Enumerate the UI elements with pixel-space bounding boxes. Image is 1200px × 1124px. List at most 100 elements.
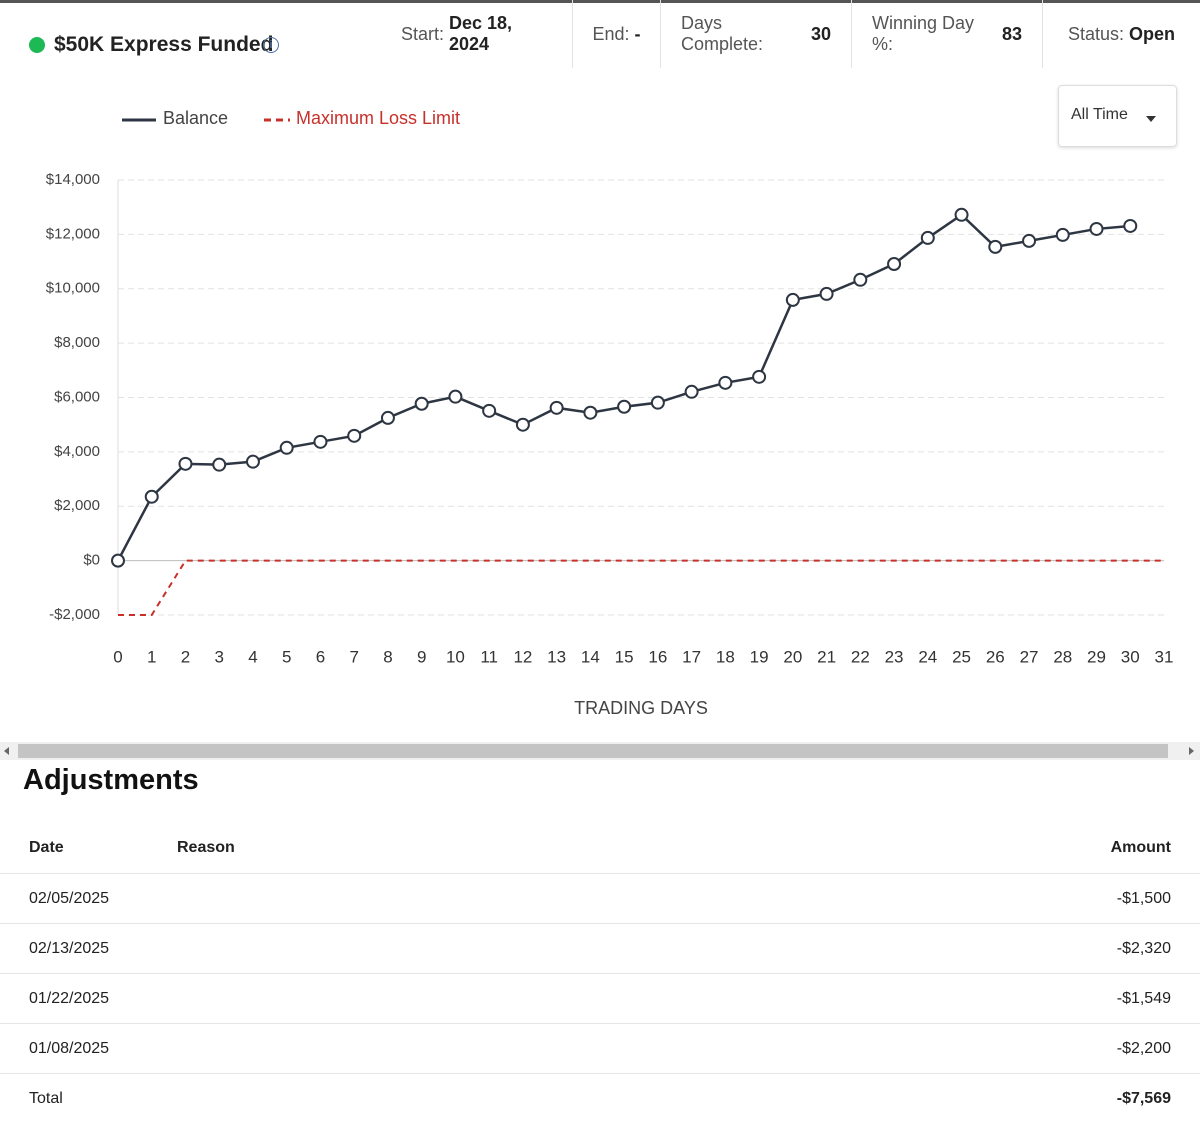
table-row: 01/22/2025 -$1,549	[0, 973, 1200, 1024]
balance-point	[887, 257, 902, 272]
stat-label: Winning Day %:	[872, 13, 975, 54]
x-tick-label: 1	[147, 647, 156, 666]
balance-point	[245, 454, 260, 469]
balance-point	[279, 440, 294, 455]
date-cell: 02/13/2025	[29, 940, 110, 957]
y-tick-label: $2,000	[54, 497, 100, 514]
amount-cell: -$2,200	[1116, 1040, 1171, 1057]
stat-value: Open	[1129, 23, 1176, 44]
x-tick-label: 8	[383, 647, 392, 666]
y-tick-label: $12,000	[46, 225, 100, 242]
stat-value: 83	[1001, 23, 1022, 44]
x-tick-label: 11	[480, 647, 498, 666]
table-row: 02/05/2025 -$1,500	[0, 873, 1200, 924]
balance-point	[1089, 221, 1104, 236]
x-tick-label: 15	[615, 647, 634, 666]
scroll-left[interactable]	[4, 747, 9, 755]
balance-point	[650, 395, 665, 410]
x-tick-label: 18	[716, 647, 735, 666]
balance-point	[414, 396, 429, 411]
x-tick-label: 0	[113, 647, 122, 666]
stat: End: -	[572, 0, 660, 68]
column-header: Date	[29, 839, 64, 856]
top-bar	[0, 0, 1200, 3]
stat-value: 30	[810, 23, 831, 44]
balance-point	[718, 375, 733, 390]
stat-label: Days Complete:	[681, 13, 764, 54]
x-tick-label: 19	[750, 647, 769, 666]
x-tick-label: 14	[581, 647, 600, 666]
x-tick-label: 6	[316, 647, 325, 666]
x-tick-label: 25	[952, 647, 971, 666]
balance-point	[1055, 227, 1070, 242]
range-label: All Time	[1071, 106, 1128, 123]
balance-point	[144, 489, 159, 504]
balance-point	[853, 272, 868, 287]
y-tick-label: $6,000	[54, 388, 100, 405]
info-icon[interactable]: i	[263, 37, 279, 53]
x-tick-label: 17	[682, 647, 701, 666]
date-cell: 01/08/2025	[29, 1040, 110, 1057]
x-tick-label: 4	[248, 647, 257, 666]
adjustments-title: Adjustments	[23, 764, 199, 796]
dropdown-arrow	[1146, 116, 1156, 127]
total-row: Total -$7,569	[0, 1073, 1200, 1124]
date-cell: 02/05/2025	[29, 890, 110, 907]
balance-point	[988, 239, 1003, 254]
x-tick-label: 22	[851, 647, 870, 666]
y-tick-label: -$2,000	[49, 606, 100, 623]
y-tick-label: $14,000	[46, 171, 100, 188]
balance-point	[111, 553, 125, 568]
range-dropdown[interactable]: All Time	[1058, 85, 1177, 147]
x-tick-label: 5	[282, 647, 291, 666]
x-tick-label: 16	[648, 647, 667, 666]
balance-point	[515, 417, 530, 432]
balance-point	[617, 399, 632, 414]
stat-label: Start:	[401, 23, 445, 44]
balance-point	[212, 457, 227, 472]
stat-label: Status:	[1067, 23, 1124, 44]
balance-point	[1022, 233, 1037, 248]
series-line	[116, 213, 1131, 562]
balance-point	[549, 400, 564, 415]
scroll-thumb[interactable]	[18, 744, 1168, 758]
x-tick-label: 21	[817, 647, 836, 666]
y-tick-label: $10,000	[46, 280, 100, 297]
x-tick-label: 10	[446, 647, 465, 666]
x-tick-label: 12	[513, 647, 532, 666]
series-line	[118, 559, 1164, 616]
balance-point	[583, 405, 598, 420]
stat: Status: Open	[1042, 0, 1200, 68]
balance-point	[785, 292, 800, 307]
stat-value: Dec 18, 2024	[449, 13, 513, 54]
x-tick-label: 27	[1020, 647, 1039, 666]
balance-point	[819, 286, 834, 301]
balance-point	[313, 434, 328, 449]
x-tick-label: 28	[1053, 647, 1072, 666]
status-dot	[29, 37, 45, 53]
account-title: $50K Express Funded	[54, 33, 274, 56]
balance-point	[1123, 218, 1138, 233]
total-label: Total	[29, 1090, 63, 1107]
x-tick-label: 31	[1155, 647, 1174, 666]
x-tick-label: 7	[349, 647, 358, 666]
balance-point	[954, 207, 969, 222]
balance-point	[920, 230, 935, 245]
chart: TRADING DAYS -$2,000 $0 $2,000 $4,000 $6,000…	[46, 108, 1174, 718]
x-tick-label: 30	[1121, 647, 1140, 666]
stat-value: -	[634, 23, 641, 44]
scrollbar[interactable]	[0, 742, 1200, 760]
legend-label: Maximum Loss Limit	[296, 108, 460, 128]
balance-point	[380, 410, 395, 425]
scroll-right[interactable]	[1189, 747, 1194, 755]
x-tick-label: 23	[885, 647, 904, 666]
balance-point	[482, 403, 497, 418]
balance-point	[448, 389, 463, 404]
y-tick-label: $4,000	[54, 443, 100, 460]
table-header: Date Reason Amount	[0, 823, 1200, 873]
balance-point	[178, 456, 193, 471]
y-tick-label: $8,000	[54, 334, 100, 351]
total-amount: -$7,569	[1116, 1090, 1171, 1107]
x-tick-label: 13	[547, 647, 566, 666]
